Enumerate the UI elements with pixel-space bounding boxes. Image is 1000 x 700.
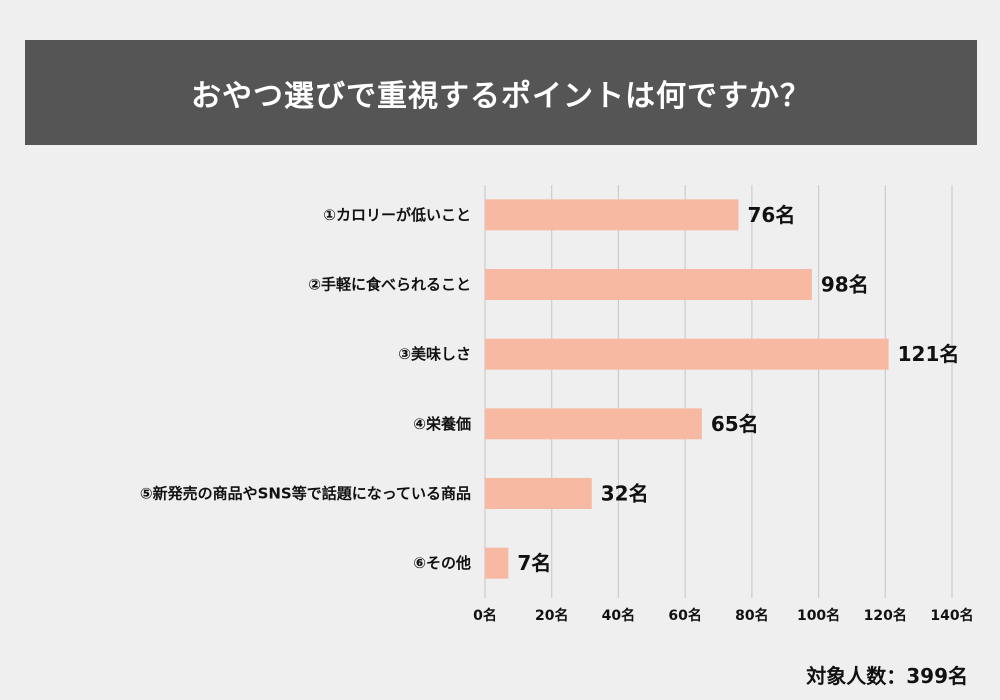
- bar-6: [485, 547, 509, 579]
- value-label-2: 98名: [821, 273, 869, 297]
- respondent-count: 対象人数：399名: [806, 664, 968, 688]
- category-label-5: ⑤新発売の商品やSNS等で話題になっている商品: [140, 485, 471, 503]
- value-label-5: 32名: [601, 482, 649, 506]
- category-label-1: ①カロリーが低いこと: [323, 206, 471, 224]
- bar-5: [485, 478, 592, 509]
- value-label-4: 65名: [711, 412, 759, 436]
- value-label-6: 7名: [517, 551, 551, 575]
- value-label-3: 121名: [898, 342, 960, 366]
- x-tick-label-1: 20名: [535, 607, 568, 624]
- x-tick-label-6: 120名: [864, 607, 907, 624]
- x-tick-label-7: 140名: [930, 607, 973, 624]
- x-tick-label-0: 0名: [473, 607, 497, 624]
- x-tick-label-4: 80名: [735, 607, 768, 624]
- bar-4: [485, 408, 702, 440]
- category-label-3: ③美味しさ: [398, 345, 471, 363]
- bar-2: [485, 269, 812, 300]
- title-bar: おやつ選びで重視するポイントは何ですか？: [25, 40, 977, 145]
- category-label-6: ⑥その他: [413, 554, 471, 572]
- bar-3: [485, 338, 889, 370]
- x-tick-label-2: 40名: [602, 607, 635, 624]
- category-label-4: ④栄養価: [413, 415, 471, 433]
- category-label-2: ②手軽に食べられること: [308, 276, 471, 294]
- x-tick-label-5: 100名: [797, 607, 840, 624]
- value-label-1: 76名: [748, 203, 796, 227]
- bar-1: [485, 199, 739, 231]
- x-tick-label-3: 60名: [668, 607, 701, 624]
- chart-title: おやつ選びで重視するポイントは何ですか？: [191, 78, 811, 114]
